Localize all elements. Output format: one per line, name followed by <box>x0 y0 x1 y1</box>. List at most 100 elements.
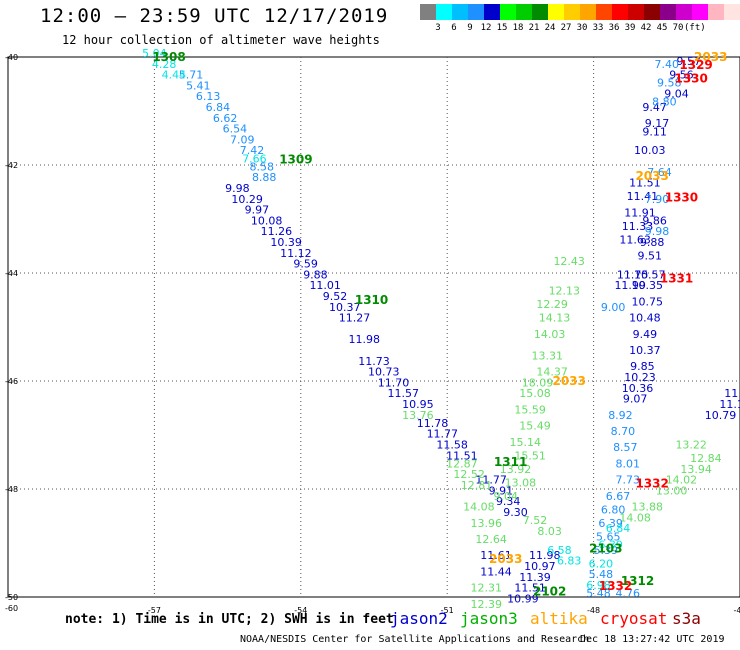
data-point-jason3: 15.51 <box>514 449 546 462</box>
data-point-jason3: 14.37 <box>536 366 568 379</box>
data-point-jason3: 13.76 <box>402 409 434 422</box>
data-point-jason2: 9.07 <box>623 393 648 406</box>
data-point-jason2: 10.95 <box>402 398 434 411</box>
data-point-jason2: 11.73 <box>358 355 390 368</box>
data-point-jason2: 10.75 <box>632 295 664 308</box>
data-point-jason2: 11.51 <box>446 449 478 462</box>
color-scale-label: (ft) <box>684 23 706 33</box>
data-point-jason2: 9.91 <box>489 484 514 497</box>
data-point-jason2: 10.73 <box>368 366 400 379</box>
data-point-jason2: 10.03 <box>634 144 666 157</box>
data-point-jason3: 13.96 <box>470 517 502 530</box>
color-scale-label: 15 <box>496 23 508 33</box>
data-point-jason2: 10.23 <box>624 371 656 384</box>
data-point-altika: 7.40 <box>655 58 680 71</box>
data-point-jason2: 9.97 <box>245 204 270 217</box>
color-swatch <box>436 4 452 20</box>
timestamp-text: Dec 18 13:27:42 UTC 2019 <box>580 634 725 645</box>
data-point-jason2: 11.63 <box>619 233 651 246</box>
data-point-altika: 8.88 <box>252 171 277 184</box>
data-point-altika: 5.41 <box>186 79 211 92</box>
data-point-jason2: 10.35 <box>632 279 664 292</box>
data-point-jason2: 10.99 <box>507 592 539 605</box>
data-point-jason2: 11.27 <box>339 312 371 325</box>
data-point-altika: 5.65 <box>596 530 621 543</box>
color-scale-label: 33 <box>592 23 604 33</box>
data-point-jason3: 13.08 <box>505 476 537 489</box>
color-swatch <box>564 4 580 20</box>
data-point-jason2: 11.26 <box>261 225 293 238</box>
data-point-cryosat: 6.58 <box>547 544 572 557</box>
color-swatch <box>484 4 500 20</box>
color-swatch <box>628 4 644 20</box>
data-point-jason3: 14.08 <box>619 511 651 524</box>
track-label: 1329 <box>679 58 712 72</box>
legend-entry-cryosat: cryosat <box>600 609 668 628</box>
data-point-jason2: 10.97 <box>524 560 556 573</box>
data-point-cryosat: 6.39 <box>598 538 623 551</box>
color-scale-label: 42 <box>640 23 652 33</box>
x-tick-label: -57 <box>148 606 161 615</box>
data-point-altika: 7.90 <box>645 193 670 206</box>
data-point-altika: 8.57 <box>613 441 638 454</box>
data-point-altika: 6.67 <box>606 490 631 503</box>
color-swatch <box>548 4 564 20</box>
color-scale-label: 3 <box>435 23 441 33</box>
data-point-altika: 4.76 <box>616 587 641 600</box>
data-point-jason3: 12.29 <box>536 298 568 311</box>
track-label: 1330 <box>665 190 698 204</box>
track-label: 1331 <box>660 271 693 285</box>
color-swatch <box>612 4 628 20</box>
track-label: 1332 <box>635 477 668 491</box>
data-point-jason2: 10.48 <box>629 312 661 325</box>
color-swatch <box>580 4 596 20</box>
data-point-altika: 6.54 <box>223 123 248 136</box>
data-point-jason3: 13.88 <box>632 501 664 514</box>
data-point-jason3: 12.87 <box>446 457 478 470</box>
data-point-jason2: 11.12 <box>280 247 312 260</box>
x-tick-label: -48 <box>587 606 600 615</box>
data-point-cryosat: 6.20 <box>589 557 614 570</box>
data-point-jason2: 9.52 <box>323 290 348 303</box>
color-scale-label: 27 <box>560 23 572 33</box>
data-point-jason2: 9.57 <box>677 55 702 68</box>
data-point-jason3: 15.08 <box>519 387 551 400</box>
legend-entry-altika: altika <box>530 609 588 628</box>
data-point-jason2: 10.08 <box>251 214 283 227</box>
data-point-jason2: 9.86 <box>642 214 667 227</box>
data-point-jason3: 9.04 <box>494 490 519 503</box>
color-scale-label: 30 <box>576 23 588 33</box>
data-point-altika: 9.00 <box>601 301 626 314</box>
color-swatch <box>468 4 484 20</box>
track-label: 1308 <box>152 50 185 64</box>
data-point-jason2: 9.59 <box>293 258 318 271</box>
data-point-jason3: 18.09 <box>522 376 554 389</box>
color-swatch <box>452 4 468 20</box>
track-label: 2102 <box>533 585 566 599</box>
data-point-jason3: 14.08 <box>463 501 495 514</box>
data-point-altika: 8.58 <box>250 160 275 173</box>
color-swatch <box>724 4 740 20</box>
color-scale-label: 9 <box>467 23 473 33</box>
data-point-jason2: 11.57 <box>388 387 420 400</box>
track-label: 2103 <box>589 541 622 555</box>
data-point-jason2: 11.33 <box>622 220 654 233</box>
data-point-jason3: 15.49 <box>519 420 551 433</box>
track-label: 1311 <box>494 455 527 469</box>
data-point-jason2: 9.88 <box>303 268 328 281</box>
data-point-cryosat: 5.04 <box>142 47 167 60</box>
track-label: 1330 <box>674 72 707 86</box>
data-point-altika: 5.71 <box>179 69 204 82</box>
data-point-jason3: 15.59 <box>514 403 546 416</box>
data-point-jason3: 14.02 <box>666 474 698 487</box>
data-point-jason2: 11.70 <box>378 376 410 389</box>
data-point-jason3: 13.94 <box>680 463 712 476</box>
data-point-jason3: 13.92 <box>500 463 532 476</box>
color-swatch <box>500 4 516 20</box>
data-point-jason2: 11.51 <box>514 582 546 595</box>
data-point-jason2: 11.91 <box>624 206 656 219</box>
data-point-jason2: 9.98 <box>225 182 250 195</box>
color-scale-label: 70 <box>672 23 684 33</box>
data-point-jason3: 12.13 <box>549 285 581 298</box>
data-point-jason2: 9.47 <box>642 101 667 114</box>
